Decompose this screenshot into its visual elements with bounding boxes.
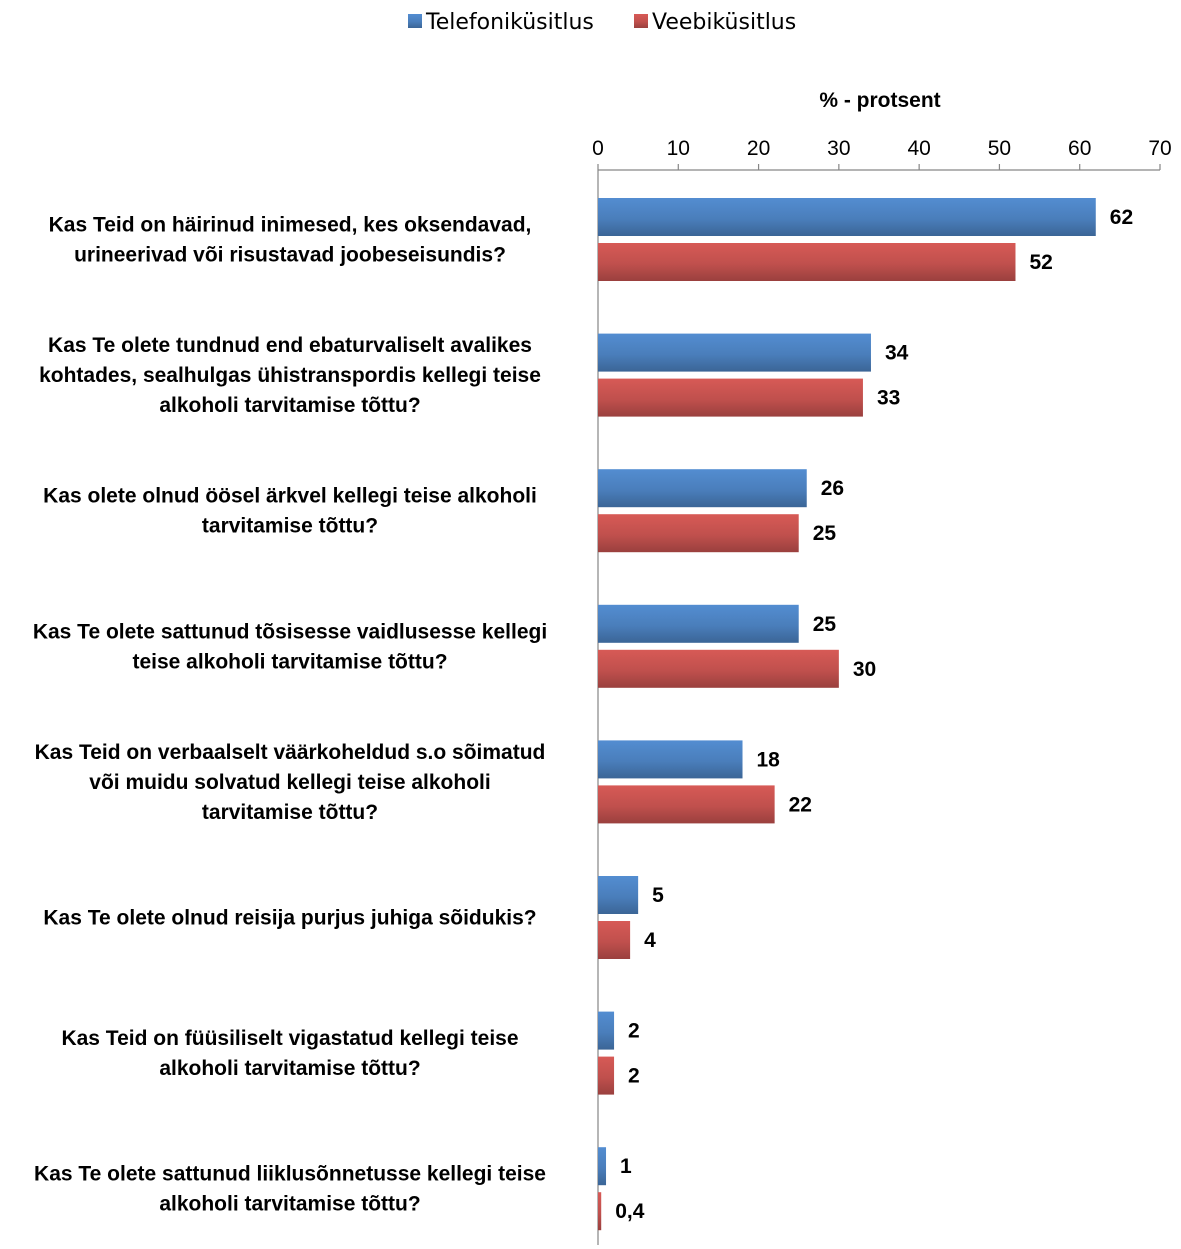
bar-veeb	[598, 514, 799, 553]
bar-telefon	[598, 604, 799, 643]
category-label: Kas Te olete tundnud end ebaturvaliselt …	[39, 334, 541, 417]
x-tick-label: 70	[1148, 137, 1171, 160]
data-label: 5	[652, 884, 664, 907]
data-label: 1	[620, 1155, 632, 1178]
bar-veeb	[598, 921, 631, 959]
data-label: 34	[885, 342, 909, 365]
data-label: 25	[813, 522, 837, 545]
category-label: Kas Teid on füüsiliselt vigastatud kelle…	[61, 1027, 518, 1080]
data-label: 22	[789, 793, 812, 816]
category-label: Kas Te olete sattunud tõsisesse vaidluse…	[33, 620, 547, 673]
x-tick-label: 60	[1068, 137, 1091, 160]
data-label: 62	[1110, 206, 1133, 229]
legend-swatch	[634, 14, 648, 28]
category-label: Kas olete olnud öösel ärkvel kellegi tei…	[43, 485, 537, 538]
bar-veeb	[598, 243, 1016, 281]
bar-veeb	[598, 785, 775, 824]
data-label: 4	[644, 929, 656, 952]
x-tick-label: 20	[747, 137, 770, 160]
bar-telefon	[598, 333, 871, 372]
legend-label: Telefoniküsitlus	[425, 10, 594, 35]
x-axis-title: % - protsent	[819, 89, 940, 112]
x-tick-label: 40	[907, 137, 930, 160]
data-label: 2	[628, 1065, 640, 1088]
category-label: Kas Teid on verbaalselt väärkoheldud s.o…	[35, 741, 546, 824]
bar-telefon	[598, 876, 639, 914]
data-label: 18	[757, 748, 781, 771]
legend: Telefoniküsitlus Veebiküsitlus	[408, 10, 796, 35]
data-label: 52	[1029, 251, 1052, 274]
data-label: 2	[628, 1020, 640, 1043]
category-label: Kas Te olete sattunud liiklusõnnetusse k…	[34, 1163, 546, 1216]
data-label: 33	[877, 387, 900, 410]
bar-telefon	[598, 1147, 607, 1186]
x-tick-label: 10	[667, 137, 690, 160]
category-label: Kas Te olete olnud reisija purjus juhiga…	[43, 907, 536, 930]
x-tick-label: 50	[988, 137, 1011, 160]
data-label: 25	[813, 613, 837, 636]
bar-telefon	[598, 1011, 615, 1050]
bar-veeb	[598, 1192, 602, 1231]
x-tick-label: 0	[592, 137, 604, 160]
bar-veeb	[598, 649, 839, 688]
x-tick-label: 30	[827, 137, 850, 160]
category-labels: Kas Teid on häirinud inimesed, kes oksen…	[33, 214, 547, 1216]
bar-telefon	[598, 740, 743, 779]
legend-label: Veebiküsitlus	[652, 10, 796, 35]
bar-veeb	[598, 1056, 615, 1095]
data-label: 30	[853, 658, 876, 681]
data-label: 26	[821, 477, 844, 500]
bar-veeb	[598, 378, 863, 417]
bar-telefon	[598, 469, 807, 508]
category-label: Kas Teid on häirinud inimesed, kes oksen…	[49, 214, 532, 267]
legend-swatch	[408, 14, 422, 28]
x-axis: 0 10 20 30 40 50 60 70	[592, 137, 1172, 1245]
data-label: 0,4	[615, 1200, 645, 1223]
bar-telefon	[598, 198, 1096, 236]
